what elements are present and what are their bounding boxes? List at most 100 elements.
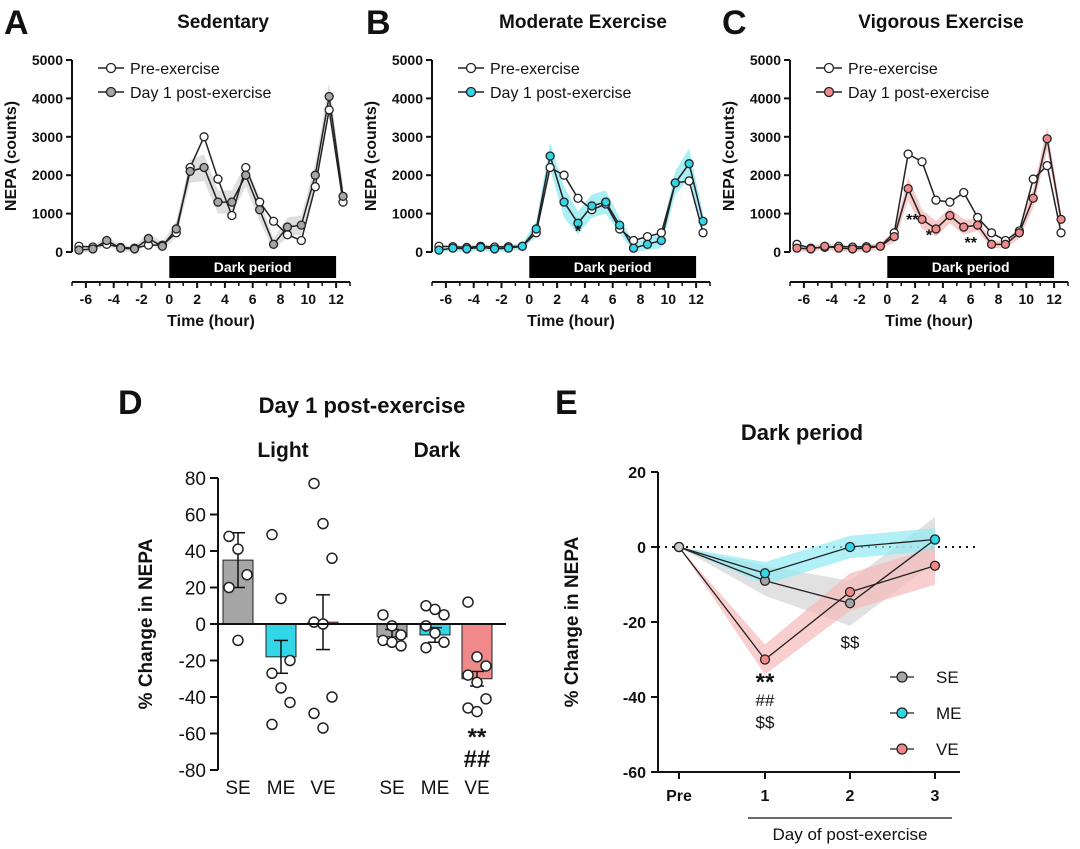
data-point	[889, 231, 899, 242]
data-point	[275, 682, 287, 694]
legend-label: Day 1 post-exercise	[130, 85, 271, 102]
y-tick-label: 20	[628, 465, 646, 482]
legend-marker	[823, 62, 835, 74]
data-point	[903, 183, 913, 194]
x-tick-label: -2	[495, 291, 508, 307]
dark-period-label: Dark period	[214, 259, 292, 275]
data-point	[759, 568, 771, 579]
data-point	[74, 245, 84, 255]
data-point	[310, 182, 320, 192]
data-point	[275, 592, 287, 605]
x-tick-label: 2	[911, 291, 919, 307]
y-tick-label: 4000	[392, 90, 423, 106]
data-point	[698, 228, 708, 238]
data-point	[282, 222, 293, 232]
data-point	[462, 244, 472, 254]
data-point	[377, 609, 389, 621]
significance-mark: *	[575, 224, 582, 241]
data-point	[875, 241, 885, 251]
legend-label: Day 1 post-exercise	[848, 85, 989, 102]
data-point	[844, 598, 856, 609]
data-point	[1028, 174, 1038, 184]
data-point	[471, 651, 483, 663]
y-tick-label: 4000	[750, 90, 781, 106]
x-tick-label: -6	[798, 291, 811, 307]
legend-marker	[105, 62, 117, 74]
data-point	[1042, 160, 1052, 171]
data-point	[268, 239, 279, 249]
data-point	[917, 157, 927, 167]
data-point	[559, 170, 569, 180]
series-line	[678, 546, 936, 661]
data-point	[1056, 228, 1066, 238]
y-tick-label: 0	[415, 244, 423, 260]
legend-marker	[105, 86, 117, 98]
data-point	[434, 245, 444, 255]
x-tick-label: 12	[688, 291, 704, 307]
x-tick-label: 4	[221, 291, 229, 307]
x-tick-label: 1	[761, 788, 770, 805]
confidence-band	[679, 547, 935, 675]
confidence-band	[796, 127, 1062, 252]
data-point	[227, 197, 237, 207]
x-tick-label: 12	[1046, 291, 1062, 307]
y-axis-label: NEPA (counts)	[363, 101, 380, 211]
data-point	[792, 243, 802, 253]
y-tick-label: 60	[185, 506, 206, 527]
legend-label: Day 1 post-exercise	[490, 85, 631, 102]
data-point	[986, 239, 997, 249]
y-tick-label: 0	[637, 540, 646, 557]
x-tick-label: 3	[931, 788, 940, 805]
x-axis-label: Day of post-exercise	[773, 825, 928, 844]
panel-letter: C	[722, 4, 747, 42]
y-tick-label: 80	[185, 469, 206, 490]
data-point	[861, 243, 872, 253]
y-tick-label: 2000	[392, 167, 423, 183]
data-point	[959, 187, 969, 198]
data-point	[1042, 134, 1052, 144]
y-tick-label: 2000	[32, 167, 63, 183]
y-tick-label: -40	[179, 688, 206, 709]
legend-label: Pre-exercise	[490, 61, 580, 78]
data-point	[903, 149, 913, 159]
data-point	[820, 241, 830, 251]
data-point	[88, 244, 98, 254]
y-tick-label: 5000	[392, 52, 423, 68]
x-tick-label: -4	[107, 291, 120, 307]
data-point	[241, 170, 251, 180]
significance-mark: **	[468, 724, 487, 751]
x-tick-label: 12	[328, 291, 344, 307]
significance-mark: **	[906, 212, 919, 229]
y-tick-label: 2000	[750, 167, 781, 183]
panel-title: Sedentary	[177, 12, 269, 33]
data-point	[429, 627, 441, 639]
series-line	[678, 538, 936, 604]
data-point	[684, 159, 694, 169]
data-point	[171, 224, 181, 234]
data-point	[615, 220, 625, 230]
data-point	[129, 244, 140, 254]
data-point	[489, 244, 500, 254]
data-point	[227, 210, 237, 221]
data-point	[573, 193, 583, 203]
data-point	[471, 676, 483, 689]
data-point	[185, 166, 195, 177]
legend-marker	[896, 707, 908, 719]
data-point	[1000, 239, 1011, 249]
legend-marker	[823, 86, 835, 98]
data-point	[395, 640, 407, 652]
panel-letter: E	[555, 384, 578, 422]
data-point	[223, 530, 235, 543]
data-point	[931, 195, 941, 205]
group-label: Dark	[414, 439, 461, 462]
data-point	[448, 243, 458, 253]
data-point	[1028, 193, 1038, 203]
series-line	[678, 538, 936, 574]
data-point	[282, 230, 293, 240]
y-tick-label: 0	[773, 244, 781, 260]
x-tick-label: -4	[467, 291, 480, 307]
data-point	[834, 243, 844, 253]
y-axis-label: NEPA (counts)	[3, 101, 20, 211]
panel-title: Day 1 post-exercise	[259, 393, 466, 418]
data-point	[308, 707, 320, 720]
